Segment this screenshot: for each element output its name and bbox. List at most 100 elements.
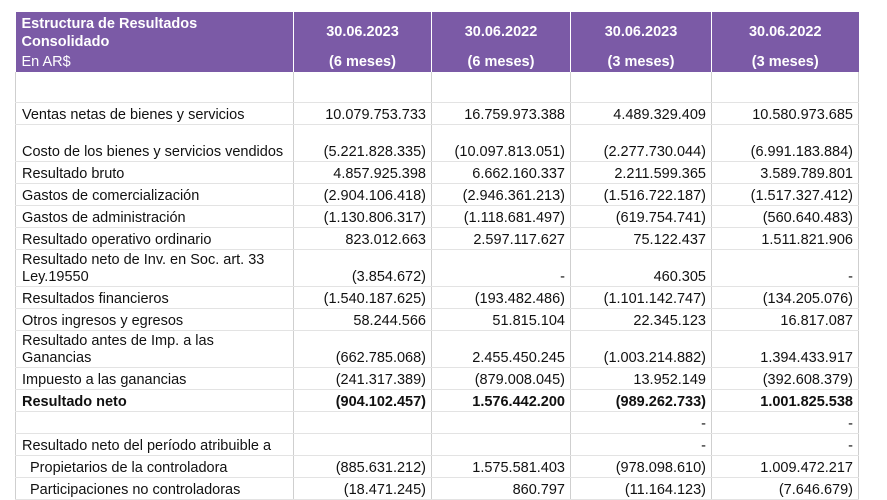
cell-value: - (711, 433, 859, 456)
table-row: Costo de los bienes y servicios vendidos… (15, 124, 859, 162)
row-label: Impuesto a las ganancias (15, 367, 294, 390)
row-label: Resultados financieros (15, 286, 294, 309)
row-label: Resultado operativo ordinario (15, 227, 294, 250)
cell-value: (6.991.183.884) (711, 124, 859, 162)
table-header: Estructura de Resultados Consolidado 30.… (15, 12, 859, 72)
cell-value: 6.662.160.337 (431, 161, 571, 184)
row-label: Resultado neto de Inv. en Soc. art. 33 L… (15, 249, 294, 287)
cell-value: (662.785.068) (293, 330, 432, 368)
row-label: Gastos de administración (15, 205, 294, 228)
cell-value: 13.952.149 (570, 367, 712, 390)
cell-value: (1.516.722.187) (570, 183, 712, 206)
col-date-4: 30.06.2022 (711, 12, 859, 52)
cell-value: (2.904.106.418) (293, 183, 432, 206)
row-label: Propietarios de la controladora (15, 455, 294, 478)
cell-value: (1.517.327.412) (711, 183, 859, 206)
cell-value: 1.001.825.538 (711, 389, 859, 412)
col-date-2: 30.06.2022 (431, 12, 571, 52)
table-row: Resultado neto del período atribuible a … (15, 433, 859, 456)
cell-value: 1.575.581.403 (431, 455, 571, 478)
table-row: Impuesto a las ganancias (241.317.389) (… (15, 367, 859, 390)
row-label: Otros ingresos y egresos (15, 308, 294, 331)
row-label: Resultado neto del período atribuible a (15, 433, 294, 456)
cell-value: (2.946.361.213) (431, 183, 571, 206)
cell-value: - (431, 249, 571, 287)
cell-value: (3.854.672) (293, 249, 432, 287)
cell-value: (1.540.187.625) (293, 286, 432, 309)
currency-label: En AR$ (15, 52, 294, 72)
cell-value: (989.262.733) (570, 389, 712, 412)
cell-value: (879.008.045) (431, 367, 571, 390)
cell-value: 16.817.087 (711, 308, 859, 331)
table-body: Ventas netas de bienes y servicios 10.07… (15, 72, 859, 500)
col-period-4: (3 meses) (711, 52, 859, 72)
cell-value: (2.277.730.044) (570, 124, 712, 162)
table-row: - - (15, 411, 859, 434)
cell-value: 51.815.104 (431, 308, 571, 331)
results-table: Estructura de Resultados Consolidado 30.… (15, 12, 859, 500)
cell-value: 860.797 (431, 477, 571, 500)
cell-value: (10.097.813.051) (431, 124, 571, 162)
cell-value: 58.244.566 (293, 308, 432, 331)
cell-value (431, 433, 571, 456)
cell-value: (7.646.679) (711, 477, 859, 500)
table-row: Gastos de comercialización (2.904.106.41… (15, 183, 859, 206)
cell-value: 10.580.973.685 (711, 102, 859, 125)
cell-value: (560.640.483) (711, 205, 859, 228)
row-label: Resultado bruto (15, 161, 294, 184)
income-statement: Estructura de Resultados Consolidado 30.… (15, 12, 859, 500)
cell-value: 823.012.663 (293, 227, 432, 250)
cell-value: 75.122.437 (570, 227, 712, 250)
cell-value: 1.009.472.217 (711, 455, 859, 478)
row-label: Costo de los bienes y servicios vendidos (15, 124, 294, 162)
cell-value: 1.394.433.917 (711, 330, 859, 368)
cell-value: 4.489.329.409 (570, 102, 712, 125)
col-period-3: (3 meses) (570, 52, 712, 72)
cell-value: 1.511.821.906 (711, 227, 859, 250)
cell-value: 22.345.123 (570, 308, 712, 331)
col-period-2: (6 meses) (431, 52, 571, 72)
table-row: Resultados financieros (1.540.187.625) (… (15, 286, 859, 309)
col-date-1: 30.06.2023 (293, 12, 432, 52)
table-row: Gastos de administración (1.130.806.317)… (15, 205, 859, 228)
cell-value: (241.317.389) (293, 367, 432, 390)
cell-value: (1.101.142.747) (570, 286, 712, 309)
cell-value: - (711, 411, 859, 434)
cell-value: (904.102.457) (293, 389, 432, 412)
row-label: Ventas netas de bienes y servicios (15, 102, 294, 125)
cell-value: 2.455.450.245 (431, 330, 571, 368)
table-row: Resultado bruto 4.857.925.398 6.662.160.… (15, 161, 859, 184)
row-label: Resultado antes de Imp. a las Ganancias (15, 330, 294, 368)
cell-value: (18.471.245) (293, 477, 432, 500)
cell-value: (193.482.486) (431, 286, 571, 309)
table-row: Propietarios de la controladora (885.631… (15, 455, 859, 478)
table-row-total: Resultado neto (904.102.457) 1.576.442.2… (15, 389, 859, 412)
cell-value: 2.211.599.365 (570, 161, 712, 184)
cell-value: (134.205.076) (711, 286, 859, 309)
cell-value: (978.098.610) (570, 455, 712, 478)
table-row: Resultado operativo ordinario 823.012.66… (15, 227, 859, 250)
cell-value: (619.754.741) (570, 205, 712, 228)
table-row: Ventas netas de bienes y servicios 10.07… (15, 102, 859, 125)
row-label: Resultado neto (15, 389, 294, 412)
cell-value: - (570, 411, 712, 434)
cell-value: 2.597.117.627 (431, 227, 571, 250)
row-label (15, 411, 294, 434)
col-period-1: (6 meses) (293, 52, 432, 72)
cell-value: (1.130.806.317) (293, 205, 432, 228)
table-row: Participaciones no controladoras (18.471… (15, 477, 859, 500)
cell-value: (1.003.214.882) (570, 330, 712, 368)
col-date-3: 30.06.2023 (570, 12, 712, 52)
cell-value (293, 433, 432, 456)
cell-value (293, 411, 432, 434)
cell-value: 460.305 (570, 249, 712, 287)
row-label: Participaciones no controladoras (15, 477, 294, 500)
cell-value: (5.221.828.335) (293, 124, 432, 162)
cell-value: 1.576.442.200 (431, 389, 571, 412)
table-row: Otros ingresos y egresos 58.244.566 51.8… (15, 308, 859, 331)
cell-value: - (711, 249, 859, 287)
cell-value: 4.857.925.398 (293, 161, 432, 184)
table-row: Resultado neto de Inv. en Soc. art. 33 L… (15, 249, 859, 287)
table-row: Resultado antes de Imp. a las Ganancias … (15, 330, 859, 368)
row-label: Gastos de comercialización (15, 183, 294, 206)
